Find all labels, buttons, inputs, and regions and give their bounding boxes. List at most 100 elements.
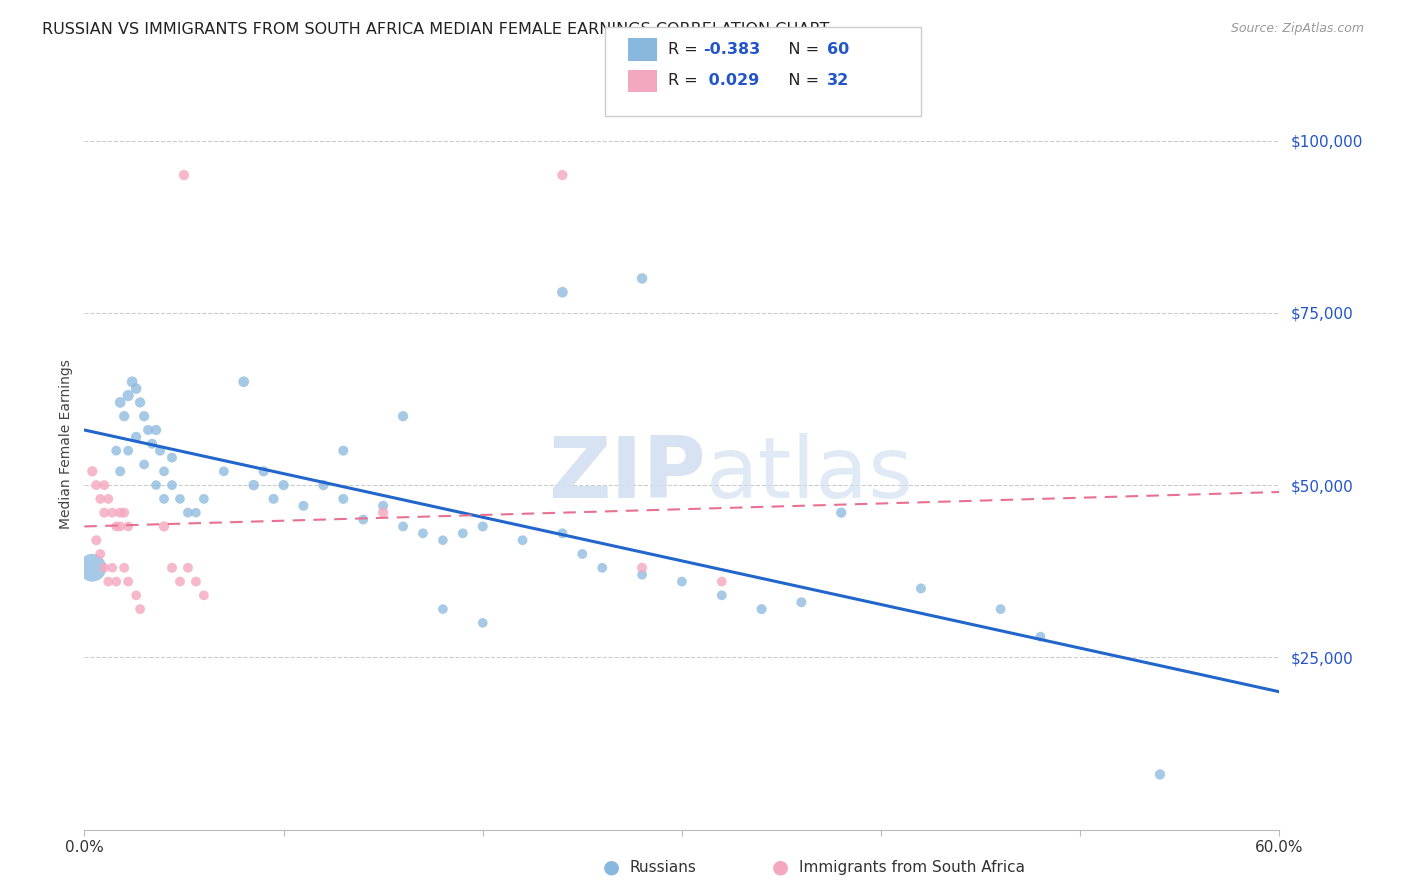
Text: ●: ●	[603, 857, 620, 877]
Point	[432, 602, 454, 616]
Point	[93, 506, 115, 520]
Text: RUSSIAN VS IMMIGRANTS FROM SOUTH AFRICA MEDIAN FEMALE EARNINGS CORRELATION CHART: RUSSIAN VS IMMIGRANTS FROM SOUTH AFRICA …	[42, 22, 830, 37]
Point	[153, 464, 176, 478]
Point	[710, 588, 733, 602]
Point	[121, 375, 143, 389]
Point	[160, 450, 183, 465]
Point	[392, 409, 415, 424]
Point	[177, 561, 200, 575]
Point	[153, 491, 176, 506]
Point	[82, 464, 104, 478]
Point	[160, 561, 183, 575]
Point	[125, 382, 148, 396]
Point	[125, 430, 148, 444]
Point	[332, 491, 354, 506]
Point	[292, 499, 315, 513]
Point	[332, 443, 354, 458]
Point	[105, 574, 128, 589]
Point	[153, 519, 176, 533]
Point	[551, 168, 574, 182]
Point	[990, 602, 1012, 616]
Point	[86, 478, 108, 492]
Point	[412, 526, 434, 541]
Point	[132, 409, 156, 424]
Point	[110, 519, 132, 533]
Point	[141, 436, 163, 450]
Point	[129, 395, 152, 409]
Point	[551, 526, 574, 541]
Point	[830, 506, 852, 520]
Point	[671, 574, 693, 589]
Point	[1029, 630, 1052, 644]
Point	[97, 574, 120, 589]
Point	[392, 519, 415, 533]
Point	[571, 547, 593, 561]
Point	[86, 533, 108, 548]
Point	[117, 443, 139, 458]
Point	[710, 574, 733, 589]
Point	[132, 458, 156, 472]
Text: Russians: Russians	[630, 860, 697, 874]
Point	[112, 506, 135, 520]
Point	[173, 168, 195, 182]
Text: N =: N =	[773, 42, 824, 57]
Point	[101, 561, 124, 575]
Point	[184, 574, 207, 589]
Point	[169, 574, 191, 589]
Point	[117, 574, 139, 589]
Point	[751, 602, 773, 616]
Text: 0.029: 0.029	[703, 73, 759, 88]
Point	[110, 395, 132, 409]
Point	[93, 561, 115, 575]
Point	[352, 512, 374, 526]
Point	[193, 588, 215, 602]
Point	[471, 519, 494, 533]
Point	[82, 561, 104, 575]
Text: 32: 32	[827, 73, 849, 88]
Text: Source: ZipAtlas.com: Source: ZipAtlas.com	[1230, 22, 1364, 36]
Point	[93, 478, 115, 492]
Text: Immigrants from South Africa: Immigrants from South Africa	[799, 860, 1025, 874]
Point	[432, 533, 454, 548]
Point	[263, 491, 285, 506]
Point	[212, 464, 235, 478]
Point	[551, 285, 574, 300]
Point	[125, 588, 148, 602]
Point	[242, 478, 264, 492]
Point	[790, 595, 813, 609]
Point	[193, 491, 215, 506]
Text: atlas: atlas	[706, 434, 914, 516]
Point	[253, 464, 276, 478]
Point	[89, 491, 111, 506]
Point	[312, 478, 335, 492]
Point	[1149, 767, 1171, 781]
Y-axis label: Median Female Earnings: Median Female Earnings	[59, 359, 73, 529]
Text: R =: R =	[668, 73, 703, 88]
Point	[160, 478, 183, 492]
Text: N =: N =	[773, 73, 824, 88]
Point	[273, 478, 295, 492]
Point	[591, 561, 613, 575]
Point	[97, 491, 120, 506]
Point	[101, 506, 124, 520]
Point	[117, 388, 139, 402]
Point	[177, 506, 200, 520]
Point	[631, 271, 654, 285]
Text: R =: R =	[668, 42, 703, 57]
Point	[129, 602, 152, 616]
Point	[110, 506, 132, 520]
Point	[110, 464, 132, 478]
Point	[105, 443, 128, 458]
Point	[89, 547, 111, 561]
Point	[451, 526, 474, 541]
Point	[149, 443, 172, 458]
Text: -0.383: -0.383	[703, 42, 761, 57]
Point	[136, 423, 159, 437]
Point	[184, 506, 207, 520]
Point	[117, 519, 139, 533]
Text: ZIP: ZIP	[548, 434, 706, 516]
Point	[512, 533, 534, 548]
Point	[145, 478, 167, 492]
Point	[112, 561, 135, 575]
Point	[910, 582, 932, 596]
